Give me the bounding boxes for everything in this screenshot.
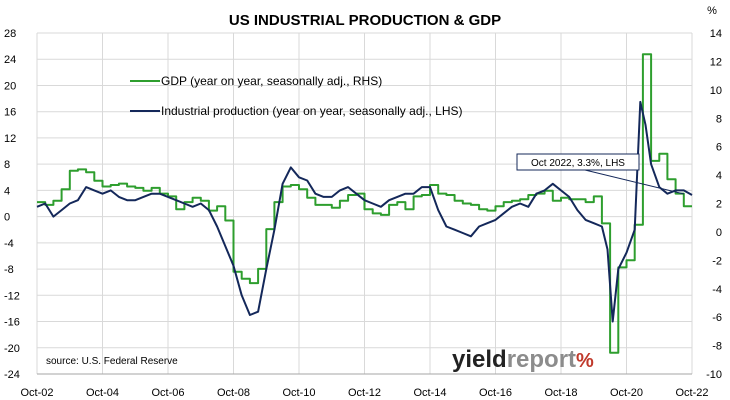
- legend-ip-label: Industrial production (year on year, sea…: [161, 104, 463, 118]
- series-line-industrial-production: [36, 100, 693, 323]
- right-tick-label: -6: [712, 312, 722, 324]
- x-tick-label: Oct-04: [86, 387, 119, 399]
- right-tick-label: 12: [710, 56, 722, 68]
- series-line-gdp: [37, 53, 692, 354]
- annotation-text: Oct 2022, 3.3%, LHS: [531, 158, 625, 169]
- left-tick-label: -12: [4, 290, 20, 302]
- series-layer: [36, 53, 693, 354]
- source-note: source: U.S. Federal Reserve: [46, 356, 178, 367]
- right-tick-label: 4: [716, 170, 722, 182]
- left-tick-label: 20: [4, 80, 16, 92]
- legend-gdp-label: GDP (year on year, seasonally adj., RHS): [161, 74, 382, 88]
- left-tick-label: 0: [4, 212, 10, 224]
- left-tick-label: 12: [4, 133, 16, 145]
- left-axis-ticks: -24 -20 -16 -12 -8 -4 0 4 8 12 16 20 24 28: [4, 28, 20, 381]
- right-tick-label: 14: [710, 28, 722, 40]
- annotation: Oct 2022, 3.3%, LHS: [516, 153, 685, 195]
- right-tick-label: 2: [716, 199, 722, 211]
- left-tick-label: -4: [4, 238, 14, 250]
- right-tick-label: -2: [712, 255, 722, 267]
- right-tick-label: 6: [716, 142, 722, 154]
- annotation-leader: [584, 169, 685, 195]
- left-tick-label: 4: [4, 185, 10, 197]
- x-tick-label: Oct-20: [610, 387, 643, 399]
- chart-title: US INDUSTRIAL PRODUCTION & GDP: [229, 12, 501, 29]
- x-tick-label: Oct-02: [20, 387, 53, 399]
- right-tick-label: -8: [712, 341, 722, 353]
- annotation-box: [516, 153, 640, 171]
- left-tick-label: -24: [4, 369, 20, 381]
- left-tick-label: 28: [4, 28, 16, 40]
- x-tick-label: Oct-14: [413, 387, 446, 399]
- brand-part1: yield: [452, 346, 507, 373]
- brand-text: yieldreport%: [452, 346, 594, 373]
- brand-logo: yieldreport%: [452, 346, 594, 373]
- left-tick-label: 24: [4, 54, 16, 66]
- x-axis-ticks: Oct-02 Oct-04 Oct-06 Oct-08 Oct-10 Oct-12 Oct-…: [20, 387, 708, 399]
- right-tick-label: 8: [716, 113, 722, 125]
- right-tick-label: -10: [706, 369, 722, 381]
- x-tick-label: Oct-08: [217, 387, 250, 399]
- right-axis-ticks: -10 -8 -6 -4 -2 0 2 4 6 8 10 12 14: [706, 28, 722, 381]
- x-tick-label: Oct-22: [675, 387, 708, 399]
- x-tick-label: Oct-10: [282, 387, 315, 399]
- left-tick-label: 16: [4, 107, 16, 119]
- right-axis-unit: %: [707, 5, 717, 17]
- left-tick-label: -20: [4, 343, 20, 355]
- right-tick-label: 10: [710, 85, 722, 97]
- x-tick-label: Oct-06: [151, 387, 184, 399]
- left-tick-label: -16: [4, 317, 20, 329]
- brand-part2: report: [507, 346, 576, 373]
- x-tick-label: Oct-16: [479, 387, 512, 399]
- legend: GDP (year on year, seasonally adj., RHS)…: [130, 74, 463, 118]
- x-tick-label: Oct-12: [348, 387, 381, 399]
- left-tick-label: 8: [4, 159, 10, 171]
- x-tick-label: Oct-18: [544, 387, 577, 399]
- right-tick-label: 0: [716, 227, 722, 239]
- brand-pct: %: [576, 350, 594, 372]
- left-tick-label: -8: [4, 264, 14, 276]
- right-tick-label: -4: [712, 284, 722, 296]
